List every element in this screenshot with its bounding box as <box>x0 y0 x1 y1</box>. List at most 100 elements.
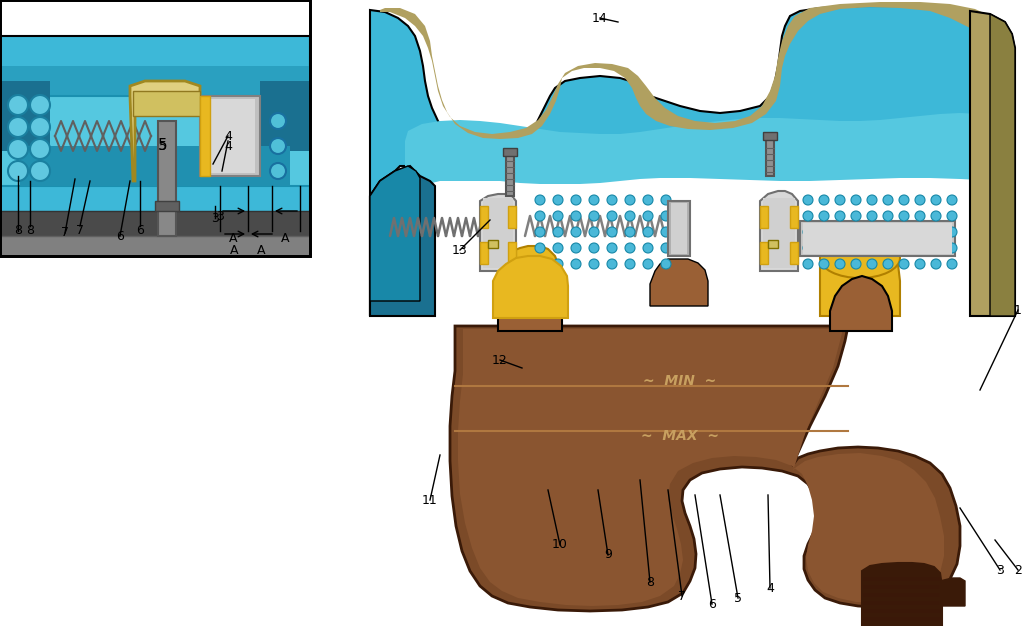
Bar <box>800 221 955 256</box>
Bar <box>863 593 941 597</box>
Bar <box>766 136 774 176</box>
Circle shape <box>899 195 909 205</box>
Circle shape <box>553 211 563 221</box>
Bar <box>863 577 941 581</box>
Text: 7: 7 <box>678 590 686 602</box>
Circle shape <box>643 259 653 269</box>
Circle shape <box>30 95 50 115</box>
Circle shape <box>607 227 617 237</box>
Bar <box>768 240 778 248</box>
Circle shape <box>851 243 861 253</box>
Circle shape <box>835 259 845 269</box>
Circle shape <box>535 211 545 221</box>
Bar <box>763 132 777 140</box>
Circle shape <box>915 227 925 237</box>
Polygon shape <box>970 11 1015 316</box>
Circle shape <box>662 243 671 253</box>
Bar <box>863 609 941 613</box>
Circle shape <box>851 227 861 237</box>
Circle shape <box>571 227 581 237</box>
Polygon shape <box>760 191 798 271</box>
Circle shape <box>915 195 925 205</box>
Circle shape <box>915 243 925 253</box>
Circle shape <box>819 195 829 205</box>
Bar <box>0 0 310 256</box>
Circle shape <box>803 211 813 221</box>
Circle shape <box>270 163 286 179</box>
Polygon shape <box>130 81 200 181</box>
Text: 3: 3 <box>216 210 224 222</box>
Circle shape <box>625 243 635 253</box>
Text: 5: 5 <box>159 140 167 153</box>
Circle shape <box>883 211 893 221</box>
Circle shape <box>662 195 671 205</box>
Bar <box>671 203 687 254</box>
Circle shape <box>625 195 635 205</box>
Bar <box>760 242 768 264</box>
Text: A: A <box>228 232 238 245</box>
Polygon shape <box>480 194 516 271</box>
Bar <box>668 201 690 256</box>
Circle shape <box>662 211 671 221</box>
Circle shape <box>931 227 941 237</box>
Circle shape <box>553 227 563 237</box>
Text: ~  MAX  ~: ~ MAX ~ <box>641 429 719 443</box>
Circle shape <box>899 211 909 221</box>
Circle shape <box>803 227 813 237</box>
Text: 4: 4 <box>224 140 232 153</box>
Text: 10: 10 <box>552 538 568 552</box>
Circle shape <box>835 195 845 205</box>
Circle shape <box>819 243 829 253</box>
Polygon shape <box>990 14 1015 316</box>
Circle shape <box>851 259 861 269</box>
Circle shape <box>931 211 941 221</box>
Bar <box>158 121 176 236</box>
Circle shape <box>947 243 957 253</box>
Polygon shape <box>500 258 558 316</box>
Polygon shape <box>260 81 310 151</box>
Bar <box>488 240 498 248</box>
Text: 6: 6 <box>708 597 716 610</box>
Text: 8: 8 <box>14 225 22 237</box>
Circle shape <box>662 259 671 269</box>
Text: 4: 4 <box>766 582 774 595</box>
Bar <box>863 617 941 621</box>
Circle shape <box>662 227 671 237</box>
Circle shape <box>589 259 599 269</box>
Circle shape <box>819 259 829 269</box>
Circle shape <box>607 243 617 253</box>
Polygon shape <box>370 6 1010 316</box>
Circle shape <box>899 243 909 253</box>
Bar <box>790 242 798 264</box>
Circle shape <box>819 227 829 237</box>
Polygon shape <box>0 66 310 146</box>
Ellipse shape <box>820 238 900 278</box>
Circle shape <box>915 211 925 221</box>
Circle shape <box>643 243 653 253</box>
Text: 9: 9 <box>604 548 612 562</box>
Circle shape <box>931 195 941 205</box>
Text: 6: 6 <box>116 230 124 242</box>
Polygon shape <box>862 563 942 626</box>
Polygon shape <box>380 2 1010 156</box>
Text: 7: 7 <box>76 225 84 237</box>
Bar <box>803 223 952 254</box>
Circle shape <box>803 243 813 253</box>
Circle shape <box>947 227 957 237</box>
Circle shape <box>803 259 813 269</box>
Circle shape <box>643 211 653 221</box>
Text: 3: 3 <box>996 563 1004 577</box>
Text: 2: 2 <box>1014 563 1022 577</box>
Polygon shape <box>0 211 310 241</box>
Polygon shape <box>0 36 310 241</box>
Polygon shape <box>650 259 708 306</box>
Text: 14: 14 <box>592 11 608 24</box>
Circle shape <box>851 195 861 205</box>
Circle shape <box>915 259 925 269</box>
Polygon shape <box>200 96 260 176</box>
Polygon shape <box>498 268 562 331</box>
Bar <box>480 242 488 264</box>
Polygon shape <box>830 276 892 331</box>
Circle shape <box>625 211 635 221</box>
Circle shape <box>553 195 563 205</box>
